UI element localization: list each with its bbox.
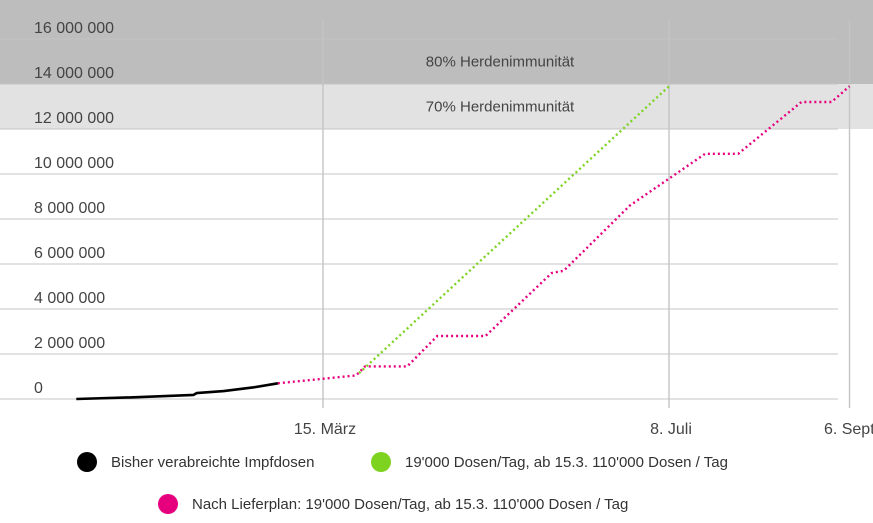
series-green-scenario — [358, 85, 670, 374]
x-tick-labels: 15. März 8. Juli 6. Sept. — [294, 421, 873, 438]
band-label-1: 70% Herdenimmunität — [426, 99, 575, 116]
series-lines — [76, 85, 851, 401]
legend: Bisher verabreichte Impfdosen 19'000 Dos… — [0, 440, 873, 523]
band-1 — [0, 84, 873, 129]
y-gridlines — [0, 38, 838, 400]
legend-item-administered[interactable]: Bisher verabreichte Impfdosen — [77, 452, 314, 472]
band-0 — [0, 0, 873, 84]
legend-dot-black — [77, 452, 97, 472]
y-tick-label-4: 8 000 000 — [34, 200, 105, 217]
y-tick-labels: 0 2 000 000 4 000 000 6 000 000 8 000 000 10 … — [34, 20, 114, 397]
x-tick-label-2: 6. Sept. — [824, 421, 873, 438]
y-tick-label-8: 16 000 000 — [34, 20, 114, 37]
chart: 80% Herdenimmunität 70% Herdenimmunität 0… — [0, 0, 873, 438]
x-tick-label-0: 15. März — [294, 421, 356, 438]
legend-label: Nach Lieferplan: 19'000 Dosen/Tag, ab 15… — [192, 495, 629, 513]
band-label-0: 80% Herdenimmunität — [426, 54, 575, 71]
legend-item-green-scenario[interactable]: 19'000 Dosen/Tag, ab 15.3. 110'000 Dosen… — [371, 452, 728, 472]
legend-dot-magenta — [158, 494, 178, 514]
y-tick-label-2: 4 000 000 — [34, 290, 105, 307]
y-tick-label-1: 2 000 000 — [34, 335, 105, 352]
x-gridlines — [322, 20, 851, 408]
legend-label: Bisher verabreichte Impfdosen — [111, 453, 315, 471]
x-tick-label-1: 8. Juli — [650, 421, 692, 438]
band-labels: 80% Herdenimmunität 70% Herdenimmunität — [426, 54, 575, 116]
y-tick-label-7: 14 000 000 — [34, 65, 114, 82]
y-tick-label-6: 12 000 000 — [34, 110, 114, 127]
y-tick-label-3: 6 000 000 — [34, 245, 105, 262]
legend-item-delivery-plan[interactable]: Nach Lieferplan: 19'000 Dosen/Tag, ab 15… — [158, 494, 628, 514]
immunity-bands — [0, 0, 873, 129]
legend-label: 19'000 Dosen/Tag, ab 15.3. 110'000 Dosen… — [405, 453, 728, 471]
y-tick-label-5: 10 000 000 — [34, 155, 114, 172]
y-tick-label-0: 0 — [34, 380, 43, 397]
series-delivery-plan — [277, 85, 851, 385]
legend-dot-green — [371, 452, 391, 472]
series-administered — [76, 382, 279, 401]
